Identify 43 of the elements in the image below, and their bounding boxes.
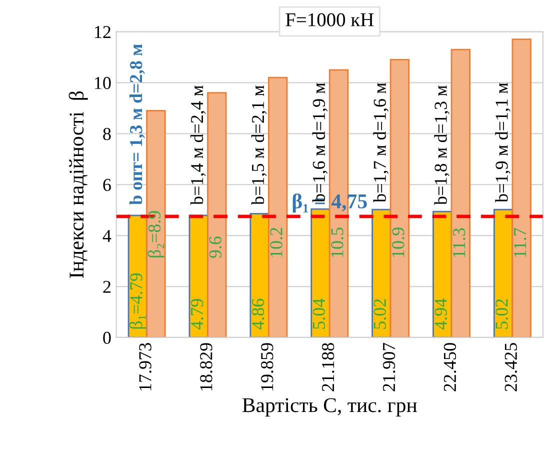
annotation: b=1,8 м d=1,3 м [434, 85, 450, 205]
x-tick-label: 21.907 [382, 342, 396, 392]
data-label: 10.5 [331, 228, 344, 257]
x-tick-label: 21.188 [322, 343, 334, 392]
bar [268, 76, 288, 338]
y-tick-label: 0 [103, 332, 111, 344]
y-tick-label: 4 [102, 230, 112, 242]
bar [450, 48, 470, 338]
annotation: b=1,5 м d=2,1 м [251, 85, 267, 205]
y-tick-label: 2 [103, 280, 110, 293]
data-label: 5.02 [496, 299, 508, 329]
data-label: 5.04 [312, 298, 326, 329]
bar [390, 59, 410, 338]
y-axis-title: Індекси надійності β [68, 91, 88, 278]
annotation: b=1,4 м d=2,4 м [190, 85, 206, 205]
chart-title: F=1000 кН [286, 13, 374, 26]
data-label: 11.3 [453, 228, 466, 257]
y-tick-label: 8 [103, 128, 111, 140]
annotation: b опт= 1,3 м d=2,8 м [129, 44, 145, 205]
data-label: 9.6 [209, 236, 222, 258]
data-label: 5.02 [374, 299, 386, 329]
x-axis-title: Вартість C, тис. грн [242, 398, 417, 416]
data-label: 11.7 [514, 228, 526, 257]
y-tick-label: 6 [103, 178, 111, 192]
y-tick-label: 10 [95, 76, 111, 90]
data-label: 4.86 [252, 298, 264, 330]
data-label: 4.94 [434, 298, 447, 330]
data-label: β₂=8.9 [148, 211, 164, 258]
data-label: β₁=4.79 [129, 273, 146, 329]
data-label: 10.2 [270, 228, 282, 257]
annotation: b=1,9 м d=1,1 м [495, 82, 510, 202]
x-tick-label: 19.859 [261, 343, 274, 390]
x-tick-label: 18.829 [200, 343, 212, 390]
data-label: 10.9 [392, 228, 404, 257]
bar [512, 38, 532, 338]
x-tick-label: 23.425 [504, 343, 518, 392]
y-tick-label: 12 [95, 26, 110, 38]
x-tick-label: 17.973 [139, 343, 152, 390]
data-label: 4.79 [190, 298, 204, 330]
bar [146, 110, 166, 338]
annotation: b=1,7 м d=1,6 м [373, 82, 389, 202]
bar [207, 92, 227, 338]
x-tick-label: 22.450 [444, 343, 456, 392]
